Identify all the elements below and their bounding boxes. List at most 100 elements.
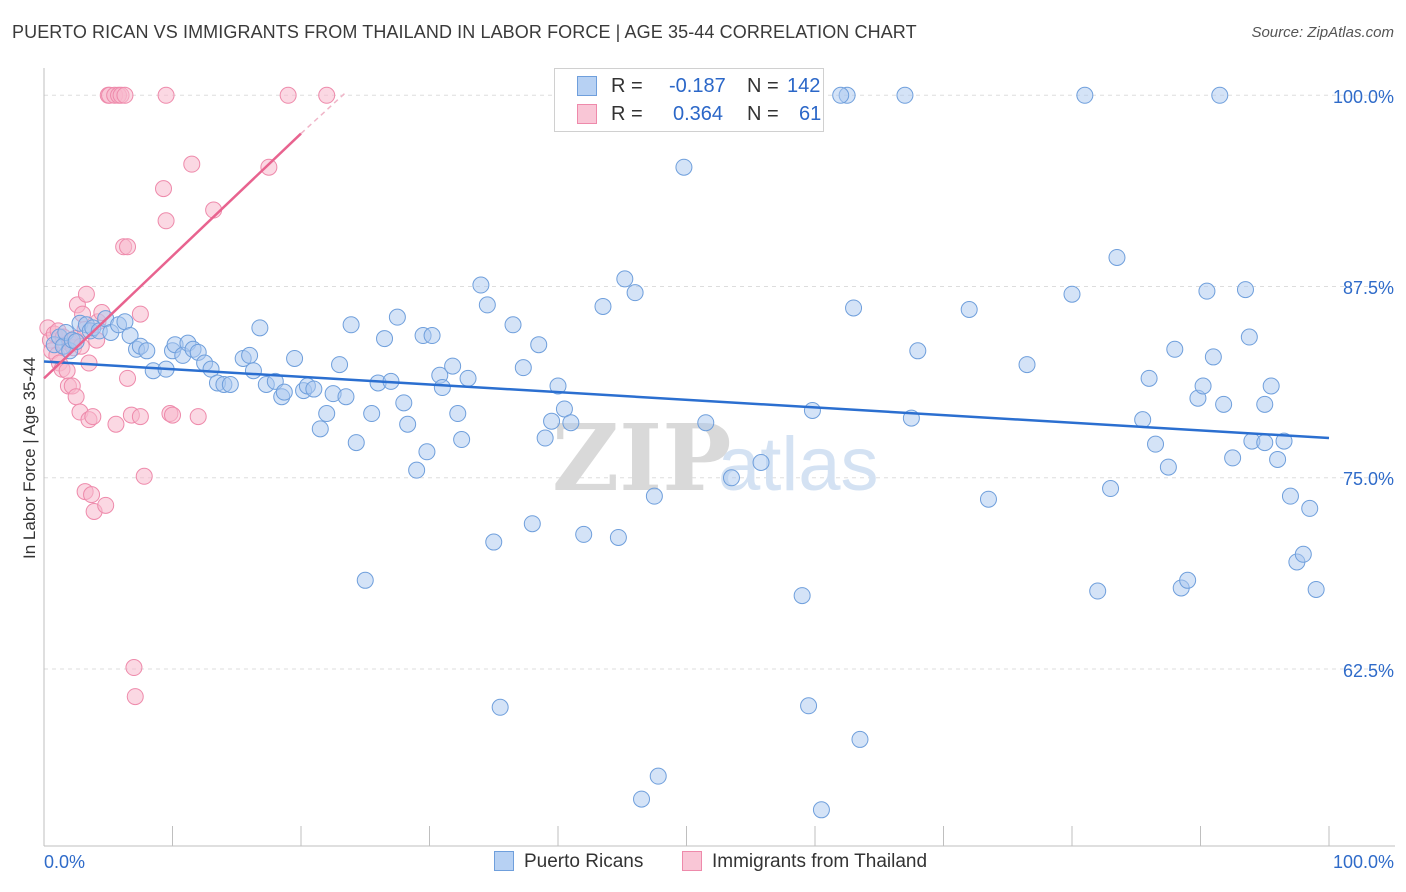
data-point-puerto-ricans xyxy=(1198,282,1216,300)
data-point-thailand xyxy=(189,408,207,426)
data-point-puerto-ricans xyxy=(331,356,349,374)
data-point-puerto-ricans xyxy=(1063,285,1081,303)
data-point-puerto-ricans xyxy=(1262,377,1280,395)
data-point-puerto-ricans xyxy=(562,414,580,432)
data-point-puerto-ricans xyxy=(1256,434,1274,452)
data-point-puerto-ricans xyxy=(514,359,532,377)
data-point-thailand xyxy=(183,155,201,173)
data-point-puerto-ricans xyxy=(286,349,304,367)
data-point-puerto-ricans xyxy=(121,327,139,345)
trend-line-puerto-ricans xyxy=(43,360,1330,440)
data-point-thailand xyxy=(164,406,181,424)
data-point-puerto-ricans xyxy=(530,336,548,354)
data-point-thailand xyxy=(279,86,297,104)
data-point-puerto-ricans xyxy=(202,360,220,378)
data-point-puerto-ricans xyxy=(594,297,612,315)
legend-item-puerto-ricans[interactable]: Puerto Ricans xyxy=(494,851,643,873)
data-point-puerto-ricans xyxy=(1224,449,1242,467)
data-point-puerto-ricans xyxy=(1134,411,1152,429)
data-point-puerto-ricans xyxy=(626,284,644,302)
data-point-thailand xyxy=(131,408,149,426)
data-point-puerto-ricans xyxy=(472,276,490,294)
axes xyxy=(43,68,1395,847)
data-point-puerto-ricans xyxy=(444,357,462,375)
data-point-puerto-ricans xyxy=(395,394,413,412)
trend-lines xyxy=(43,91,1330,440)
data-point-thailand xyxy=(83,486,101,504)
data-point-thailand xyxy=(97,496,115,514)
legend-n-label: N = xyxy=(747,103,779,125)
data-point-puerto-ricans xyxy=(1194,377,1212,395)
data-point-puerto-ricans xyxy=(1204,348,1222,366)
y-tick-75: 75.0% xyxy=(1342,469,1394,489)
legend-item-thailand[interactable]: Immigrants from Thailand xyxy=(682,851,927,873)
data-point-thailand xyxy=(119,369,137,387)
y-tick-100: 100.0% xyxy=(1332,87,1394,107)
data-point-thailand xyxy=(131,305,149,323)
data-point-thailand xyxy=(135,467,153,485)
data-point-puerto-ricans xyxy=(675,158,693,176)
trend-line-thailand-extension xyxy=(300,91,347,135)
data-point-puerto-ricans xyxy=(536,429,554,447)
data-point-puerto-ricans xyxy=(752,454,770,471)
data-point-thailand xyxy=(67,388,85,406)
data-point-puerto-ricans xyxy=(543,412,561,430)
data-point-thailand xyxy=(84,408,102,426)
legend-label: Immigrants from Thailand xyxy=(712,851,928,872)
data-point-puerto-ricans xyxy=(337,388,355,406)
data-point-puerto-ricans xyxy=(1211,86,1229,104)
data-point-puerto-ricans xyxy=(800,697,818,715)
data-point-puerto-ricans xyxy=(342,316,360,334)
data-point-thailand xyxy=(318,86,336,104)
data-point-thailand xyxy=(116,86,134,104)
data-point-puerto-ricans xyxy=(812,801,830,819)
data-point-thailand xyxy=(107,415,125,433)
x-tick-max: 100.0% xyxy=(1332,852,1394,872)
legend-swatch-pink xyxy=(682,851,702,871)
data-point-puerto-ricans xyxy=(241,346,259,364)
data-point-puerto-ricans xyxy=(832,86,850,104)
data-point-puerto-ricans xyxy=(1018,356,1036,374)
data-point-puerto-ricans xyxy=(491,698,509,716)
y-axis-label: In Labor Force | Age 35-44 xyxy=(20,357,39,559)
data-point-puerto-ricans xyxy=(616,270,634,288)
legend-r-value: 0.364 xyxy=(673,103,724,125)
data-point-puerto-ricans xyxy=(1281,487,1299,505)
data-point-puerto-ricans xyxy=(408,461,426,479)
data-point-puerto-ricans xyxy=(722,469,740,487)
data-point-puerto-ricans xyxy=(851,730,869,748)
data-point-puerto-ricans xyxy=(1275,432,1293,450)
chart-title: PUERTO RICAN VS IMMIGRANTS FROM THAILAND… xyxy=(12,22,917,42)
data-point-puerto-ricans xyxy=(1089,582,1107,600)
data-point-puerto-ricans xyxy=(449,405,467,423)
chart-source: Source: ZipAtlas.com xyxy=(1251,24,1394,41)
data-point-puerto-ricans xyxy=(305,380,323,398)
data-point-puerto-ricans xyxy=(1294,545,1312,563)
watermark: ZIP atlas xyxy=(552,404,879,512)
legend-n-value: 61 xyxy=(799,103,822,125)
data-point-puerto-ricans xyxy=(433,379,451,397)
data-point-puerto-ricans xyxy=(896,86,914,104)
data-point-puerto-ricans xyxy=(1256,395,1274,413)
trend-line-thailand xyxy=(43,132,302,380)
data-point-puerto-ricans xyxy=(1236,281,1254,299)
data-point-puerto-ricans xyxy=(459,369,477,387)
data-point-puerto-ricans xyxy=(363,405,381,423)
legend-r-label: R = xyxy=(611,103,643,125)
data-point-puerto-ricans xyxy=(138,342,156,360)
data-point-puerto-ricans xyxy=(453,431,471,449)
data-point-puerto-ricans xyxy=(1140,369,1158,387)
stats-legend: R = -0.187 N = 142 R = 0.364 N = 61 xyxy=(554,68,824,132)
data-point-thailand xyxy=(77,285,95,303)
data-point-puerto-ricans xyxy=(318,405,336,423)
data-point-puerto-ricans xyxy=(251,319,269,337)
data-point-puerto-ricans xyxy=(1240,328,1258,346)
data-point-puerto-ricans xyxy=(960,301,978,318)
data-point-puerto-ricans xyxy=(1159,458,1177,476)
data-point-thailand xyxy=(126,688,144,706)
data-point-puerto-ricans xyxy=(523,515,541,533)
legend-r-label: R = xyxy=(611,75,643,97)
data-point-puerto-ricans xyxy=(803,401,821,419)
data-point-puerto-ricans xyxy=(244,362,262,380)
